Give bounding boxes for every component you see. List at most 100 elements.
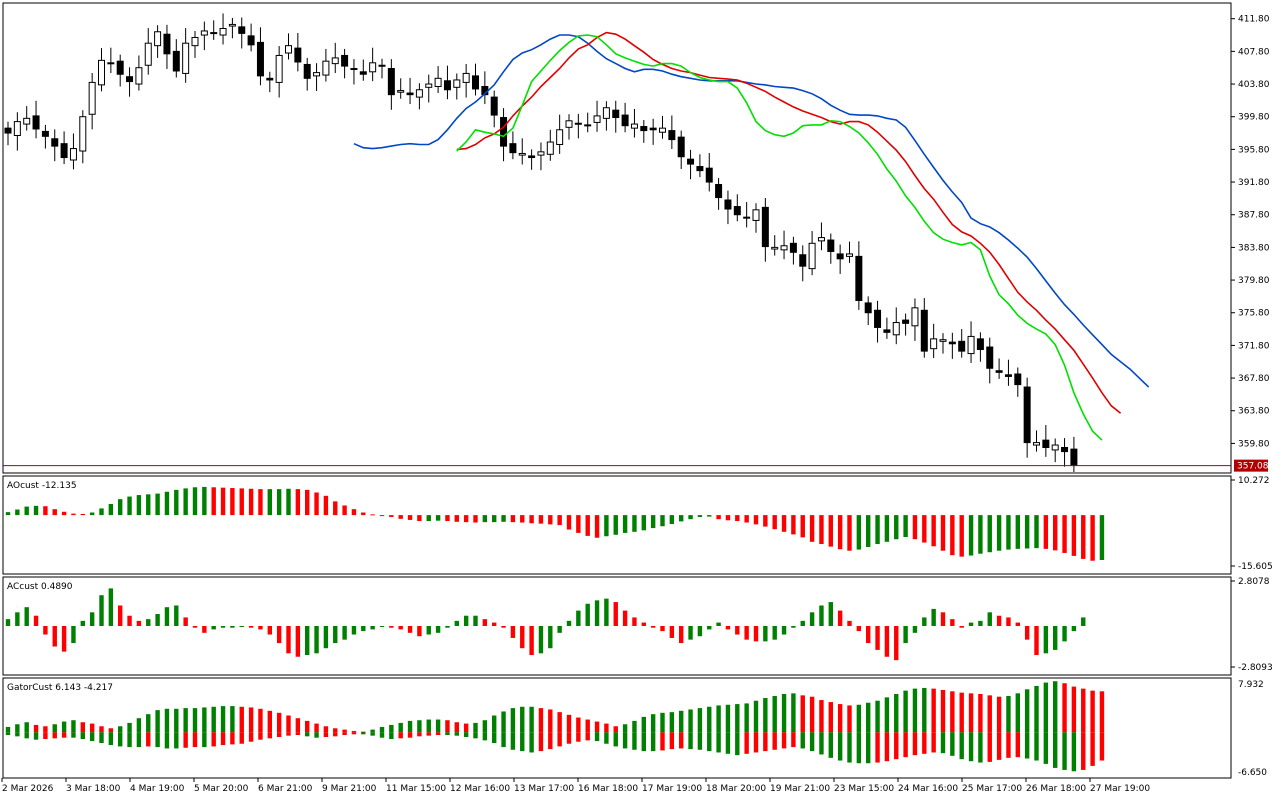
gator-upper-bar bbox=[529, 706, 534, 733]
candle-body bbox=[817, 237, 825, 242]
gator-upper-bar bbox=[314, 723, 319, 733]
ac-bar bbox=[492, 622, 497, 626]
ac-bar bbox=[211, 625, 216, 630]
ao-bar bbox=[445, 515, 450, 522]
ac-bar bbox=[604, 598, 609, 626]
candle-body bbox=[668, 130, 676, 141]
time-axis-label: 16 Mar 18:00 bbox=[578, 784, 638, 794]
ac-bar bbox=[295, 625, 301, 657]
gator-upper-bar bbox=[622, 724, 628, 733]
time-axis-label: 9 Mar 21:00 bbox=[322, 784, 377, 794]
gator-upper-bar bbox=[594, 721, 600, 733]
ao-bar bbox=[510, 515, 516, 523]
ao-bar bbox=[903, 515, 908, 537]
ao-bar bbox=[641, 515, 646, 531]
ac-bar bbox=[940, 612, 946, 626]
candle-body bbox=[752, 209, 760, 221]
gator-upper-bar bbox=[632, 720, 637, 733]
ac-bar bbox=[837, 610, 843, 626]
ac-bar bbox=[164, 607, 170, 626]
gator-lower-bar bbox=[80, 732, 85, 740]
ac-bar bbox=[89, 612, 95, 626]
ao-bar bbox=[604, 515, 609, 537]
gator-lower-bar bbox=[669, 732, 675, 750]
gator-upper-bar bbox=[538, 708, 544, 733]
candle-body bbox=[1004, 374, 1012, 377]
ao-bar bbox=[856, 515, 862, 550]
ao-axis-label: -15.605 bbox=[1238, 562, 1273, 572]
gator-upper-bar bbox=[576, 717, 581, 733]
ac-bar bbox=[660, 625, 665, 632]
ao-bar bbox=[211, 487, 216, 516]
ao-bar bbox=[697, 515, 703, 517]
gator-lower-bar bbox=[884, 732, 890, 762]
gator-upper-bar bbox=[1099, 691, 1105, 733]
gator-upper-bar bbox=[211, 706, 216, 733]
gator-lower-bar bbox=[800, 732, 805, 749]
candle-body bbox=[649, 127, 657, 131]
candle-body bbox=[406, 92, 414, 96]
gator-lower-bar bbox=[585, 732, 590, 741]
ac-bar bbox=[847, 620, 852, 626]
candle-body bbox=[285, 45, 292, 54]
ac-bar bbox=[5, 619, 11, 626]
ac-bar bbox=[426, 625, 431, 635]
ao-bar bbox=[632, 515, 637, 532]
ao-bar bbox=[585, 515, 590, 536]
gator-upper-bar bbox=[753, 700, 759, 733]
gator-upper-bar bbox=[379, 726, 385, 733]
ac-bar bbox=[445, 625, 450, 628]
gator-lower-bar bbox=[220, 732, 226, 746]
ac-bar bbox=[1053, 625, 1058, 650]
gator-lower-bar bbox=[445, 732, 450, 735]
candle-body bbox=[51, 138, 59, 147]
gator-upper-bar bbox=[389, 724, 394, 733]
ac-bar bbox=[744, 625, 749, 640]
ao-bar bbox=[361, 512, 366, 516]
candle-body bbox=[88, 81, 96, 115]
gator-upper-bar bbox=[99, 726, 104, 733]
gator-lower-bar bbox=[323, 732, 329, 738]
candle-body bbox=[387, 68, 395, 96]
gator-lower-bar bbox=[772, 732, 777, 750]
ac-bar bbox=[641, 622, 646, 626]
ao-bar bbox=[753, 515, 759, 525]
candle-body bbox=[827, 239, 835, 252]
gator-lower-bar bbox=[707, 732, 712, 752]
gator-lower-bar bbox=[1006, 732, 1011, 758]
ao-bar bbox=[744, 515, 749, 523]
candle-body bbox=[322, 60, 330, 76]
ao-bar bbox=[379, 515, 385, 517]
gator-upper-bar bbox=[959, 692, 964, 733]
ao-bar bbox=[248, 488, 254, 516]
gator-upper-bar bbox=[978, 694, 983, 733]
candle-body bbox=[621, 114, 629, 127]
ac-bar bbox=[557, 625, 562, 633]
candle-body bbox=[116, 60, 124, 75]
gator-lower-bar bbox=[940, 732, 946, 754]
gator-lower-bar bbox=[370, 732, 375, 736]
gator-upper-bar bbox=[847, 705, 852, 733]
candle-body bbox=[60, 143, 68, 159]
ao-bar bbox=[1099, 515, 1105, 560]
ac-bar bbox=[370, 625, 375, 630]
gator-lower-bar bbox=[641, 732, 646, 752]
ac-bar bbox=[351, 625, 357, 635]
gator-upper-bar bbox=[903, 690, 908, 733]
gator-lower-bar bbox=[174, 732, 179, 749]
candle-body bbox=[958, 340, 966, 352]
gator-lower-bar bbox=[894, 732, 899, 760]
gator-upper-bar bbox=[417, 720, 422, 733]
ac-bar bbox=[15, 612, 20, 626]
gator-lower-bar bbox=[398, 732, 403, 739]
gator-upper-bar bbox=[548, 709, 553, 733]
ac-bar bbox=[314, 625, 319, 654]
ao-bar bbox=[146, 494, 151, 516]
gator-upper-bar bbox=[744, 703, 749, 733]
gator-upper-bar bbox=[800, 695, 805, 733]
gator-lower-bar bbox=[1081, 732, 1086, 770]
ao-bar bbox=[230, 488, 235, 516]
ac-bar bbox=[931, 608, 936, 626]
